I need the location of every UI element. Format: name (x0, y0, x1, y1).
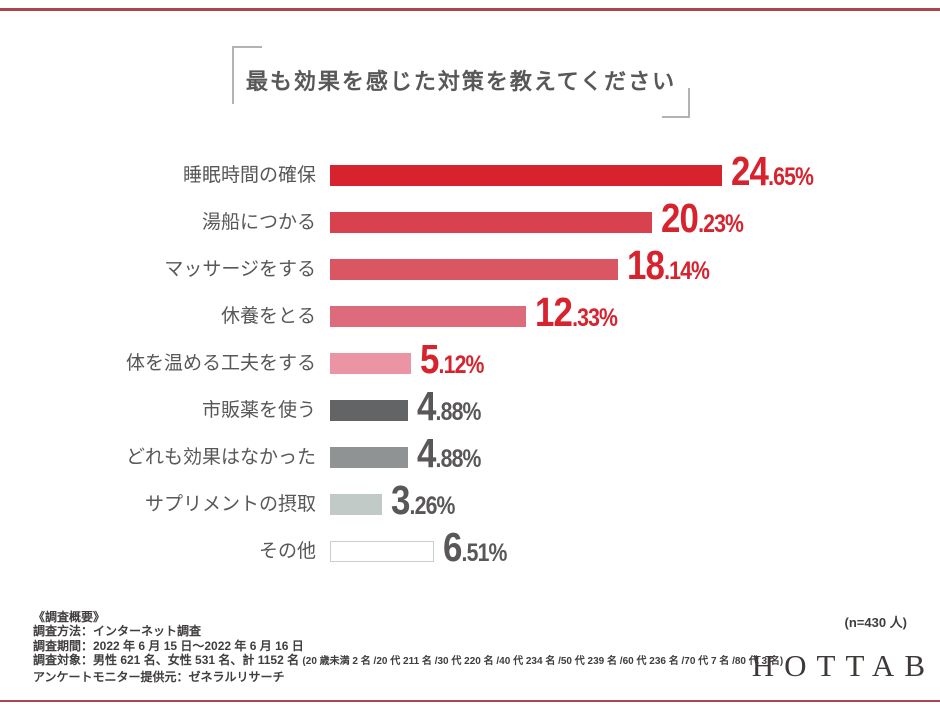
chart-row: マッサージをする 18.14% (0, 245, 940, 286)
category-label: 休養をとる (220, 306, 316, 327)
survey-subjects-main: 調査対象：男性 621 名、女性 531 名、計 1152 名 (33, 653, 303, 668)
value-integer: 6 (443, 524, 462, 570)
value-decimal: .26% (409, 492, 456, 520)
value-integer: 20 (661, 195, 699, 241)
survey-subjects-detail: (20 歳未満 2 名 /20 代 211 名 /30 代 220 名 /40 … (302, 656, 784, 668)
value-decimal: .65% (768, 163, 814, 191)
value-decimal: .23% (698, 210, 744, 238)
chart: 睡眠時間の確保 24.65% 湯船につかる 20.23% マッサージをする 18.14% 休… (0, 151, 940, 568)
chart-row: サプリメントの摂取 3.26% (0, 480, 940, 521)
value-decimal: .88% (435, 398, 482, 426)
chart-row: 体を温める工夫をする 5.12% (0, 339, 940, 380)
bar (330, 447, 408, 468)
survey-monitor: アンケートモニター提供元：ゼネラルリサーチ (33, 669, 285, 684)
value-integer: 3 (391, 477, 410, 523)
bar (330, 400, 408, 421)
value-integer: 12 (535, 289, 573, 335)
chart-row: 市販薬を使う 4.88% (0, 386, 940, 427)
top-divider (0, 8, 940, 11)
chart-row: 湯船につかる 20.23% (0, 198, 940, 239)
value-decimal: .33% (572, 304, 618, 332)
value-label: 20.23% (661, 195, 744, 241)
category-label: サプリメントの摂取 (144, 494, 316, 515)
survey-method: 調査方法：インターネット調査 (33, 624, 202, 639)
hottab-logo: HOTTAB (751, 648, 935, 683)
value-integer: 24 (731, 148, 769, 194)
bottom-divider (0, 700, 940, 702)
bar (330, 494, 382, 515)
value-decimal: .14% (664, 257, 710, 285)
value-label: 24.65% (731, 148, 814, 194)
survey-overview-heading: 《調査概要》 (33, 610, 106, 624)
bar (330, 353, 411, 374)
corner-bracket-bottom-right (662, 88, 690, 118)
value-label: 12.33% (535, 289, 618, 335)
bar (330, 165, 722, 186)
chart-title: 最も効果を感じた対策を教えてください (245, 69, 677, 94)
category-label: 市販薬を使う (201, 400, 316, 421)
title-block: 最も効果を感じた対策を教えてください (232, 46, 690, 118)
value-label: 4.88% (417, 386, 481, 427)
survey-subjects: 調査対象：男性 621 名、女性 531 名、計 1152 名 (20 歳未満 … (33, 653, 783, 669)
value-integer: 4 (417, 430, 436, 476)
category-label: 体を温める工夫をする (125, 353, 316, 374)
category-label: マッサージをする (164, 259, 316, 280)
category-label: 湯船につかる (201, 212, 316, 233)
value-label: 18.14% (627, 242, 710, 288)
category-label: その他 (258, 541, 316, 562)
bar (330, 306, 526, 327)
bar (330, 212, 652, 233)
corner-bracket-top-left (232, 46, 262, 104)
value-integer: 5 (420, 336, 439, 382)
category-label: どれも効果はなかった (125, 447, 316, 468)
value-label: 5.12% (420, 339, 484, 380)
category-label: 睡眠時間の確保 (182, 165, 316, 186)
value-decimal: .51% (461, 539, 508, 567)
chart-row: 睡眠時間の確保 24.65% (0, 151, 940, 192)
sample-size-note: (n=430 人) (844, 615, 908, 630)
chart-row: どれも効果はなかった 4.88% (0, 433, 940, 474)
chart-row: 休養をとる 12.33% (0, 292, 940, 333)
value-integer: 4 (417, 383, 436, 429)
value-label: 4.88% (417, 433, 481, 474)
value-label: 6.51% (443, 527, 507, 568)
value-decimal: .88% (435, 445, 482, 473)
bar (330, 541, 434, 562)
survey-overview: 《調査概要》 調査方法：インターネット調査 調査期間：2022 年 6 月 15… (33, 610, 783, 684)
bar (330, 259, 618, 280)
value-label: 3.26% (391, 480, 455, 521)
value-integer: 18 (627, 242, 665, 288)
value-decimal: .12% (438, 351, 485, 379)
survey-period: 調査期間：2022 年 6 月 15 日～2022 年 6 月 16 日 (33, 638, 304, 653)
chart-row: その他 6.51% (0, 527, 940, 568)
